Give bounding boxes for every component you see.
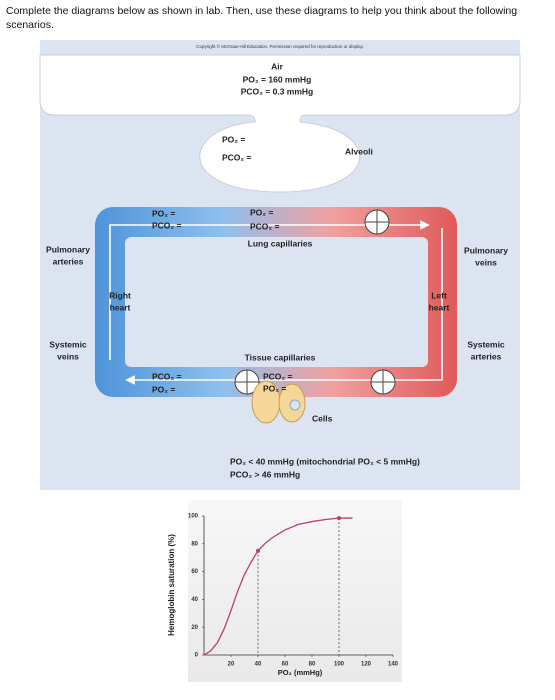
instructions: Complete the diagrams below as shown in …: [6, 5, 518, 31]
y-tick-label: 100: [188, 514, 199, 520]
x-tick-label: 40: [255, 662, 262, 668]
diagram-label: PO₂ =: [222, 134, 245, 144]
diagram-label: heart: [110, 302, 131, 312]
x-tick-label: 140: [388, 662, 399, 668]
x-tick-label: 100: [334, 662, 345, 668]
diagram-label: PCO₂ = 0.3 mmHg: [241, 86, 314, 96]
x-tick-label: 120: [361, 662, 372, 668]
flow-arrow: [125, 228, 443, 385]
diagram-label: PCO₂ =: [222, 152, 252, 162]
diagram-label: PO₂ = 160 mmHg: [243, 74, 312, 84]
diagram-label: arteries: [471, 351, 502, 361]
diagram-label: Systemic: [49, 339, 87, 349]
y-tick-label: 80: [191, 541, 198, 547]
y-tick-label: 40: [191, 597, 198, 603]
point: [337, 516, 341, 521]
diagram-label: Pulmonary: [464, 245, 508, 255]
x-tick-label: 60: [282, 662, 289, 668]
diagram-label: PCO₂ =: [250, 221, 280, 231]
chart-panel: [188, 500, 402, 682]
flow-arrow: [109, 220, 430, 360]
diagram-label: veins: [57, 351, 79, 361]
diagram-label: heart: [429, 302, 450, 312]
diagram-label: Air: [271, 61, 284, 71]
diagram-label: arteries: [53, 256, 84, 266]
diagram-label: PO₂ =: [250, 207, 273, 217]
y-tick-label: 0: [195, 653, 199, 659]
diagram-label: PO₂ =: [263, 383, 286, 393]
diagram-label: PCO₂ > 46 mmHg: [230, 469, 300, 479]
x-axis-label: PO₂ (mmHg): [278, 668, 323, 677]
diagram-label: Lung capillaries: [248, 238, 313, 248]
y-tick-label: 20: [191, 625, 198, 631]
x-tick-label: 20: [228, 662, 235, 668]
diagram-label: Right: [109, 290, 131, 300]
valves: [234, 209, 396, 395]
alveolus: [39, 54, 521, 193]
diagram-label: Cells: [312, 413, 333, 423]
diagram-label: PO₂ =: [152, 384, 175, 394]
diagram-label: Copyright © McGraw-Hill Education. Permi…: [196, 43, 364, 49]
loop-inner: [125, 237, 428, 367]
point: [256, 548, 260, 553]
diagram-label: PO₂ =: [152, 208, 175, 218]
diagram-label: Alveoli: [345, 146, 373, 156]
diagram-label: Pulmonary: [46, 244, 90, 254]
y-axis-label: Hemoglobin saturation (%): [167, 534, 176, 636]
diagram-label: Tissue capillaries: [245, 352, 316, 362]
y-tick-label: 60: [191, 569, 198, 575]
cells-icon: [251, 380, 306, 424]
diagram-label: PO₂ < 40 mmHg (mitochondrial PO₂ < 5 mmH…: [230, 456, 420, 466]
diagram-label: PCO₂ =: [152, 220, 182, 230]
diagram-label: PCO₂ =: [263, 371, 293, 381]
diagram-label: veins: [475, 257, 497, 267]
x-tick-label: 80: [309, 662, 316, 668]
diagram-label: Systemic: [467, 339, 505, 349]
diagram-label: Left: [431, 290, 447, 300]
diagram-label: PCO₂ =: [152, 371, 182, 381]
